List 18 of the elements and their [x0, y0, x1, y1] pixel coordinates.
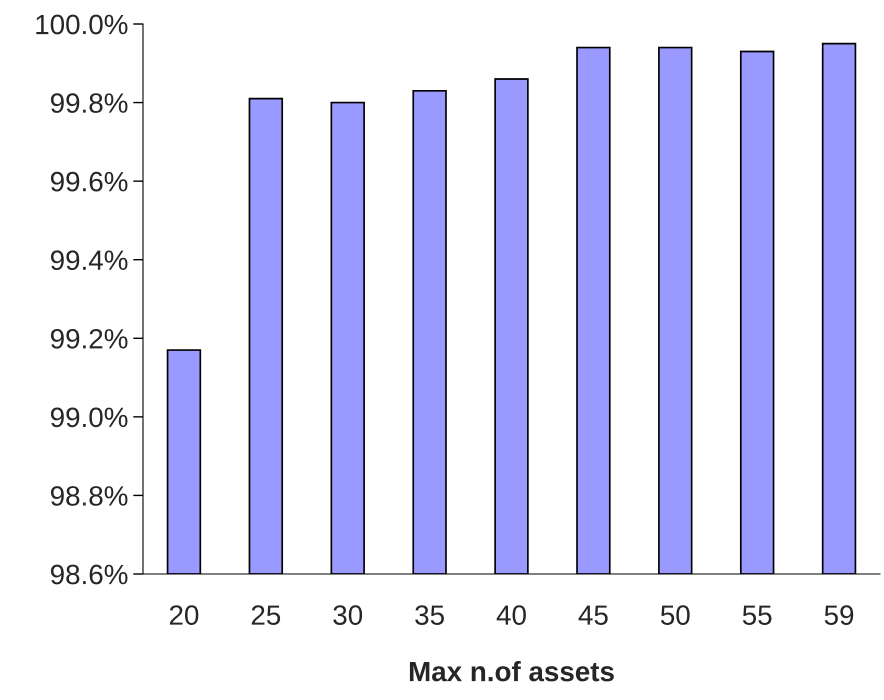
x-tick-label: 59 [824, 605, 854, 625]
x-axis-title: Max n.of assets [410, 661, 614, 682]
y-tick-label: 99.4% [50, 250, 128, 270]
y-tick-label: 99.0% [50, 408, 128, 428]
y-tick-label: 98.6% [50, 564, 128, 584]
y-tick-label: 99.2% [50, 328, 128, 349]
y-tick-label: 98.8% [50, 486, 128, 506]
x-tick-label: 45 [578, 606, 608, 625]
y-tick-label: 100.0% [36, 14, 128, 34]
x-tick-label: 40 [496, 605, 526, 625]
x-tick-label: 55 [742, 606, 772, 625]
x-tick-label: 50 [660, 605, 690, 625]
x-tick-label: 35 [415, 605, 444, 625]
x-tick-label: 20 [170, 605, 198, 625]
x-tick-label: 25 [252, 605, 280, 625]
y-tick-label: 99.6% [50, 172, 128, 192]
x-tick-label: 30 [333, 605, 362, 625]
y-tick-label: 99.8% [50, 93, 128, 113]
